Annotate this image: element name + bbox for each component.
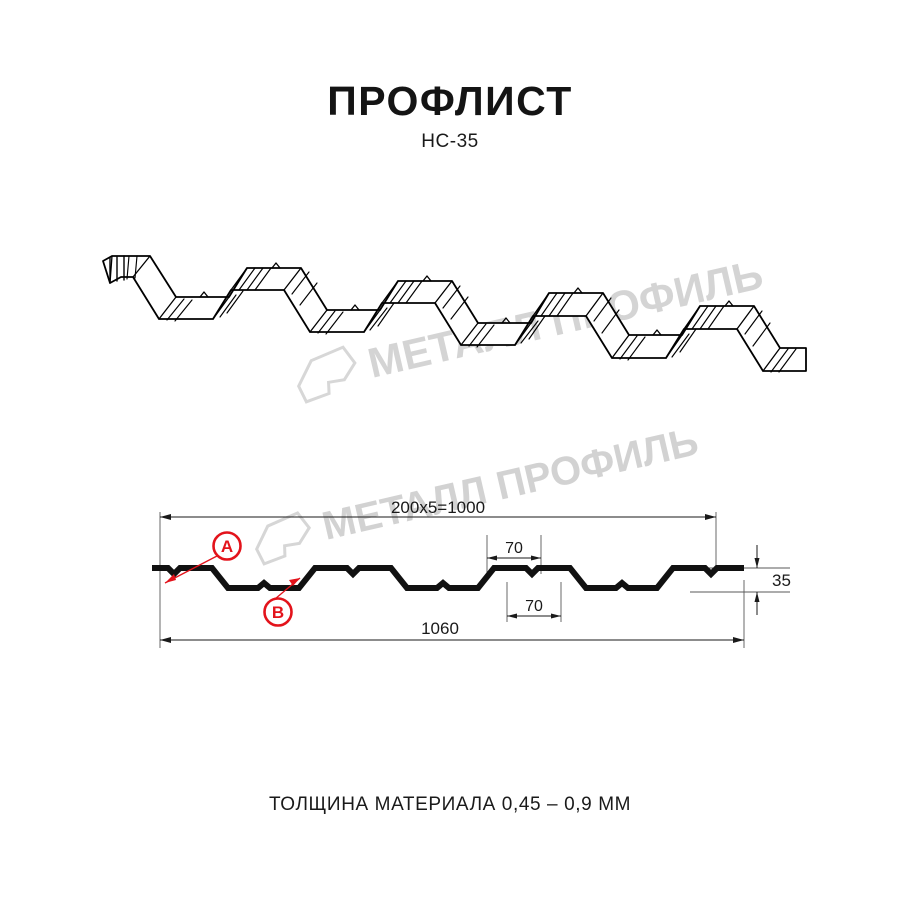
dimension-pitch: 200x5=1000: [160, 498, 716, 520]
dimension-bottom-flat-label: 70: [525, 598, 543, 615]
dimension-overall-width: 1060: [160, 619, 744, 643]
dimension-height-label: 35: [772, 571, 791, 590]
profile-polyline: [152, 565, 744, 591]
callout-a-circle: [212, 531, 242, 561]
profiled-sheet-3d: [102, 255, 807, 373]
callout-a-label: A: [221, 537, 233, 556]
watermark-lower: МЕТАЛЛ ПРОФИЛЬ: [254, 419, 702, 566]
watermark-lower-text: МЕТАЛЛ ПРОФИЛЬ: [318, 419, 702, 548]
product-code: НС-35: [421, 131, 479, 152]
dimension-overall-width-label: 1060: [421, 619, 459, 638]
dimension-pitch-label: 200x5=1000: [391, 498, 485, 517]
callout-b-label: B: [272, 603, 284, 622]
extension-lines: [159, 512, 790, 648]
page-title: ПРОФЛИСТ: [327, 78, 573, 124]
callout-a: A: [164, 531, 242, 584]
dimension-top-flat-label: 70: [505, 540, 523, 557]
dimension-height: 35: [754, 545, 791, 615]
material-thickness-note: ТОЛЩИНА МАТЕРИАЛА 0,45 – 0,9 ММ: [268, 794, 632, 815]
dimension-top-flat: 70: [487, 540, 541, 561]
dimension-bottom-flat: 70: [507, 598, 561, 619]
callout-b-circle: [263, 597, 293, 627]
callout-b: B: [263, 577, 301, 627]
cross-section-profile: 200x5=1000 1060 70 70: [152, 498, 791, 648]
